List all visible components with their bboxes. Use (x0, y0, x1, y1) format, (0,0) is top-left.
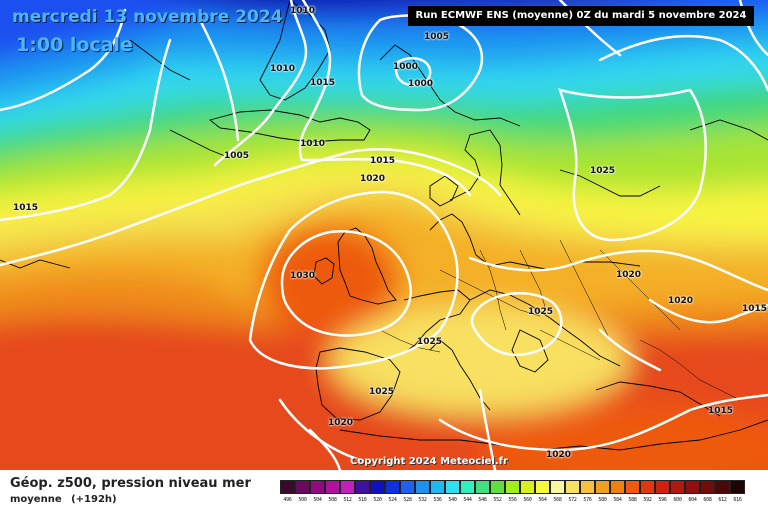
legend-label: 560 (523, 497, 532, 503)
legend-swatch (655, 480, 670, 494)
legend-swatch (310, 480, 325, 494)
run-info-banner: Run ECMWF ENS (moyenne) 0Z du mardi 5 no… (408, 6, 754, 26)
legend-label: 532 (418, 497, 427, 503)
isobar-lines (0, 0, 768, 470)
legend-swatch (580, 480, 595, 494)
legend-swatch (730, 480, 745, 494)
isobar-label: 1030 (290, 271, 316, 281)
borders (379, 239, 741, 401)
legend-label: 500 (298, 497, 307, 503)
legend-label: 608 (703, 497, 712, 503)
legend-label: 528 (403, 497, 412, 503)
legend-label: 524 (388, 497, 397, 503)
legend-label: 548 (478, 497, 487, 503)
legend-label: 544 (463, 497, 472, 503)
legend-swatch (340, 480, 355, 494)
isobar-label: 1015 (370, 156, 396, 166)
legend-swatch (475, 480, 490, 494)
legend-label: 520 (373, 497, 382, 503)
isobar-label: 1000 (408, 79, 434, 89)
isobar-label: 1025 (590, 166, 616, 176)
legend-label: 516 (358, 497, 367, 503)
legend-swatch (295, 480, 310, 494)
legend-swatch (415, 480, 430, 494)
legend-swatch (715, 480, 730, 494)
isobar-label: 1025 (528, 307, 554, 317)
legend-label: 596 (658, 497, 667, 503)
legend-label: 576 (583, 497, 592, 503)
legend-label: 600 (673, 497, 682, 503)
weather-map: 1010 1005 1010 1000 1000 1015 1010 1015 1005 1020… (0, 0, 768, 470)
legend-swatch (280, 480, 295, 494)
legend-swatch (670, 480, 685, 494)
legend-swatch (700, 480, 715, 494)
forecast-lead: (+192h) (71, 494, 117, 505)
legend-label: 612 (718, 497, 727, 503)
isobar-label: 1025 (369, 387, 395, 397)
isobar-label: 1020 (668, 296, 694, 306)
legend-label: 552 (493, 497, 502, 503)
legend-label: 512 (343, 497, 352, 503)
legend-swatch (385, 480, 400, 494)
legend-label: 572 (568, 497, 577, 503)
map-footer: Géop. z500, pression niveau mer moyenne … (0, 470, 768, 512)
valid-date: mercredi 13 novembre 2024 (12, 7, 283, 27)
legend-label: 568 (553, 497, 562, 503)
geopotential-field (0, 0, 768, 470)
legend-label: 504 (313, 497, 322, 503)
isobar-label: 1015 (310, 78, 336, 88)
legend-label: 604 (688, 497, 697, 503)
legend-swatch (625, 480, 640, 494)
legend-label: 580 (598, 497, 607, 503)
legend-swatch (595, 480, 610, 494)
isobar-label: 1010 (290, 6, 316, 16)
legend-swatch (400, 480, 415, 494)
isobar-label: 1020 (328, 418, 354, 428)
isobar-label: 1010 (300, 139, 326, 149)
legend-label: 564 (538, 497, 547, 503)
isobar-label: 1005 (224, 151, 250, 161)
isobar-label: 1020 (616, 270, 642, 280)
legend-swatch (325, 480, 340, 494)
legend-swatch (460, 480, 475, 494)
isobar-label: 1015 (13, 203, 39, 213)
legend-swatch (610, 480, 625, 494)
isobar-label: 1005 (424, 32, 450, 42)
legend-swatch (550, 480, 565, 494)
legend-label: 540 (448, 497, 457, 503)
color-scale-legend: 496 500 504 508 512 516 520 524 528 532 536 540 544 5… (280, 480, 745, 508)
legend-label: 616 (733, 497, 742, 503)
product-subtitle: moyenne (+192h) (10, 494, 117, 505)
legend-label: 584 (613, 497, 622, 503)
isobar-label: 1020 (546, 450, 572, 460)
legend-swatch (535, 480, 550, 494)
legend-swatch (370, 480, 385, 494)
isobar-label: 1000 (393, 62, 419, 72)
legend-swatch (640, 480, 655, 494)
legend-label: 592 (643, 497, 652, 503)
product-title: Géop. z500, pression niveau mer (10, 476, 251, 491)
isobar-label: 1015 (742, 304, 768, 314)
copyright-notice: Copyright 2024 Meteociel.fr (350, 456, 508, 467)
valid-time: 1:00 locale (16, 34, 133, 56)
legend-swatch (490, 480, 505, 494)
legend-swatch (355, 480, 370, 494)
legend-swatch (685, 480, 700, 494)
legend-label: 556 (508, 497, 517, 503)
legend-swatch (520, 480, 535, 494)
legend-swatch (565, 480, 580, 494)
legend-label: 496 (283, 497, 292, 503)
isobar-label: 1025 (417, 337, 443, 347)
legend-label: 508 (328, 497, 337, 503)
legend-swatch (505, 480, 520, 494)
legend-swatch (445, 480, 460, 494)
legend-label: 588 (628, 497, 637, 503)
isobar-label: 1015 (708, 406, 734, 416)
product-subtitle-text: moyenne (10, 494, 62, 505)
legend-swatch (430, 480, 445, 494)
geopotential-bands (0, 0, 768, 470)
legend-label: 536 (433, 497, 442, 503)
isobar-label: 1020 (360, 174, 386, 184)
isobar-label: 1010 (270, 64, 296, 74)
